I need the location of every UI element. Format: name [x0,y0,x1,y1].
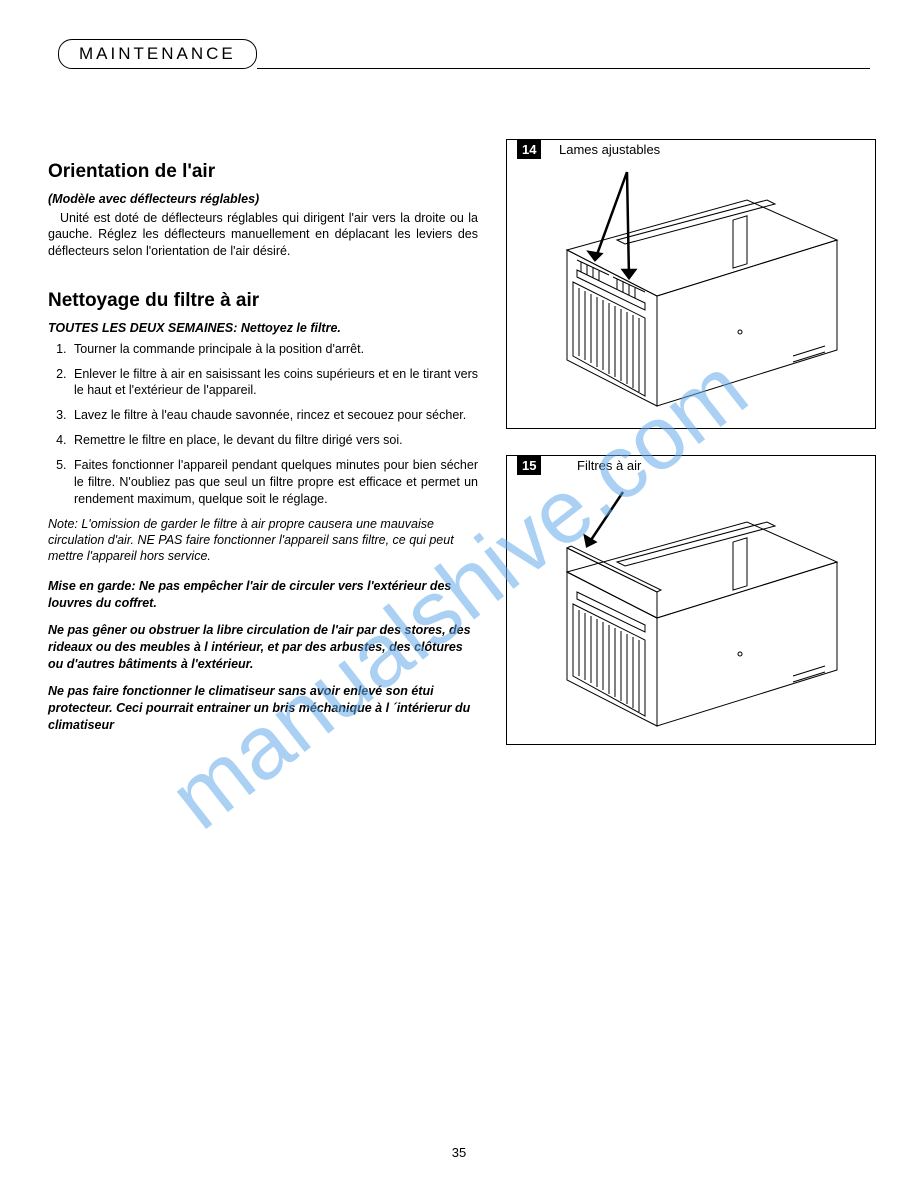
orientation-body: Unité est doté de déflecteurs réglables … [48,210,478,261]
warning-text: Ne pas gêner ou obstruer la libre circul… [48,622,478,673]
step-item: Faites fonctionner l'appareil pendant qu… [70,457,478,508]
text-column: Orientation de l'air (Modèle avec déflec… [48,139,478,745]
figures-column: 14 Lames ajustables [506,139,876,745]
page-header: MAINTENANCE [48,38,870,69]
ac-unit-diagram-filter [537,476,857,736]
step-item: Tourner la commande principale à la posi… [70,341,478,358]
figure-14: 14 Lames ajustables [506,139,876,429]
heading-orientation: Orientation de l'air [48,159,478,185]
figure-number-badge: 15 [517,456,541,475]
model-note: (Modèle avec déflecteurs réglables) [48,191,478,208]
main-content: Orientation de l'air (Modèle avec déflec… [48,139,870,745]
clean-frequency-note: TOUTES LES DEUX SEMAINES: Nettoyez le fi… [48,320,478,337]
step-item: Remettre le filtre en place, le devant d… [70,432,478,449]
warning-text: Ne pas faire fonctionner le climatiseur … [48,683,478,734]
step-item: Enlever le filtre à air en saisissant le… [70,366,478,400]
section-tab: MAINTENANCE [58,39,257,69]
figure-caption: Lames ajustables [559,142,660,157]
figure-number-badge: 14 [517,140,541,159]
step-item: Lavez le filtre à l'eau chaude savonnée,… [70,407,478,424]
warning-text: Mise en garde: Ne pas empêcher l'air de … [48,578,478,612]
header-rule [257,68,870,69]
figure-caption: Filtres à air [577,458,641,473]
figure-15: 15 Filtres à air [506,455,876,745]
steps-list: Tourner la commande principale à la posi… [48,341,478,508]
ac-unit-diagram [537,160,857,420]
page-number: 35 [452,1145,466,1160]
filter-note: Note: L'omission de garder le filtre à a… [48,516,478,565]
heading-nettoyage: Nettoyage du filtre à air [48,288,478,314]
